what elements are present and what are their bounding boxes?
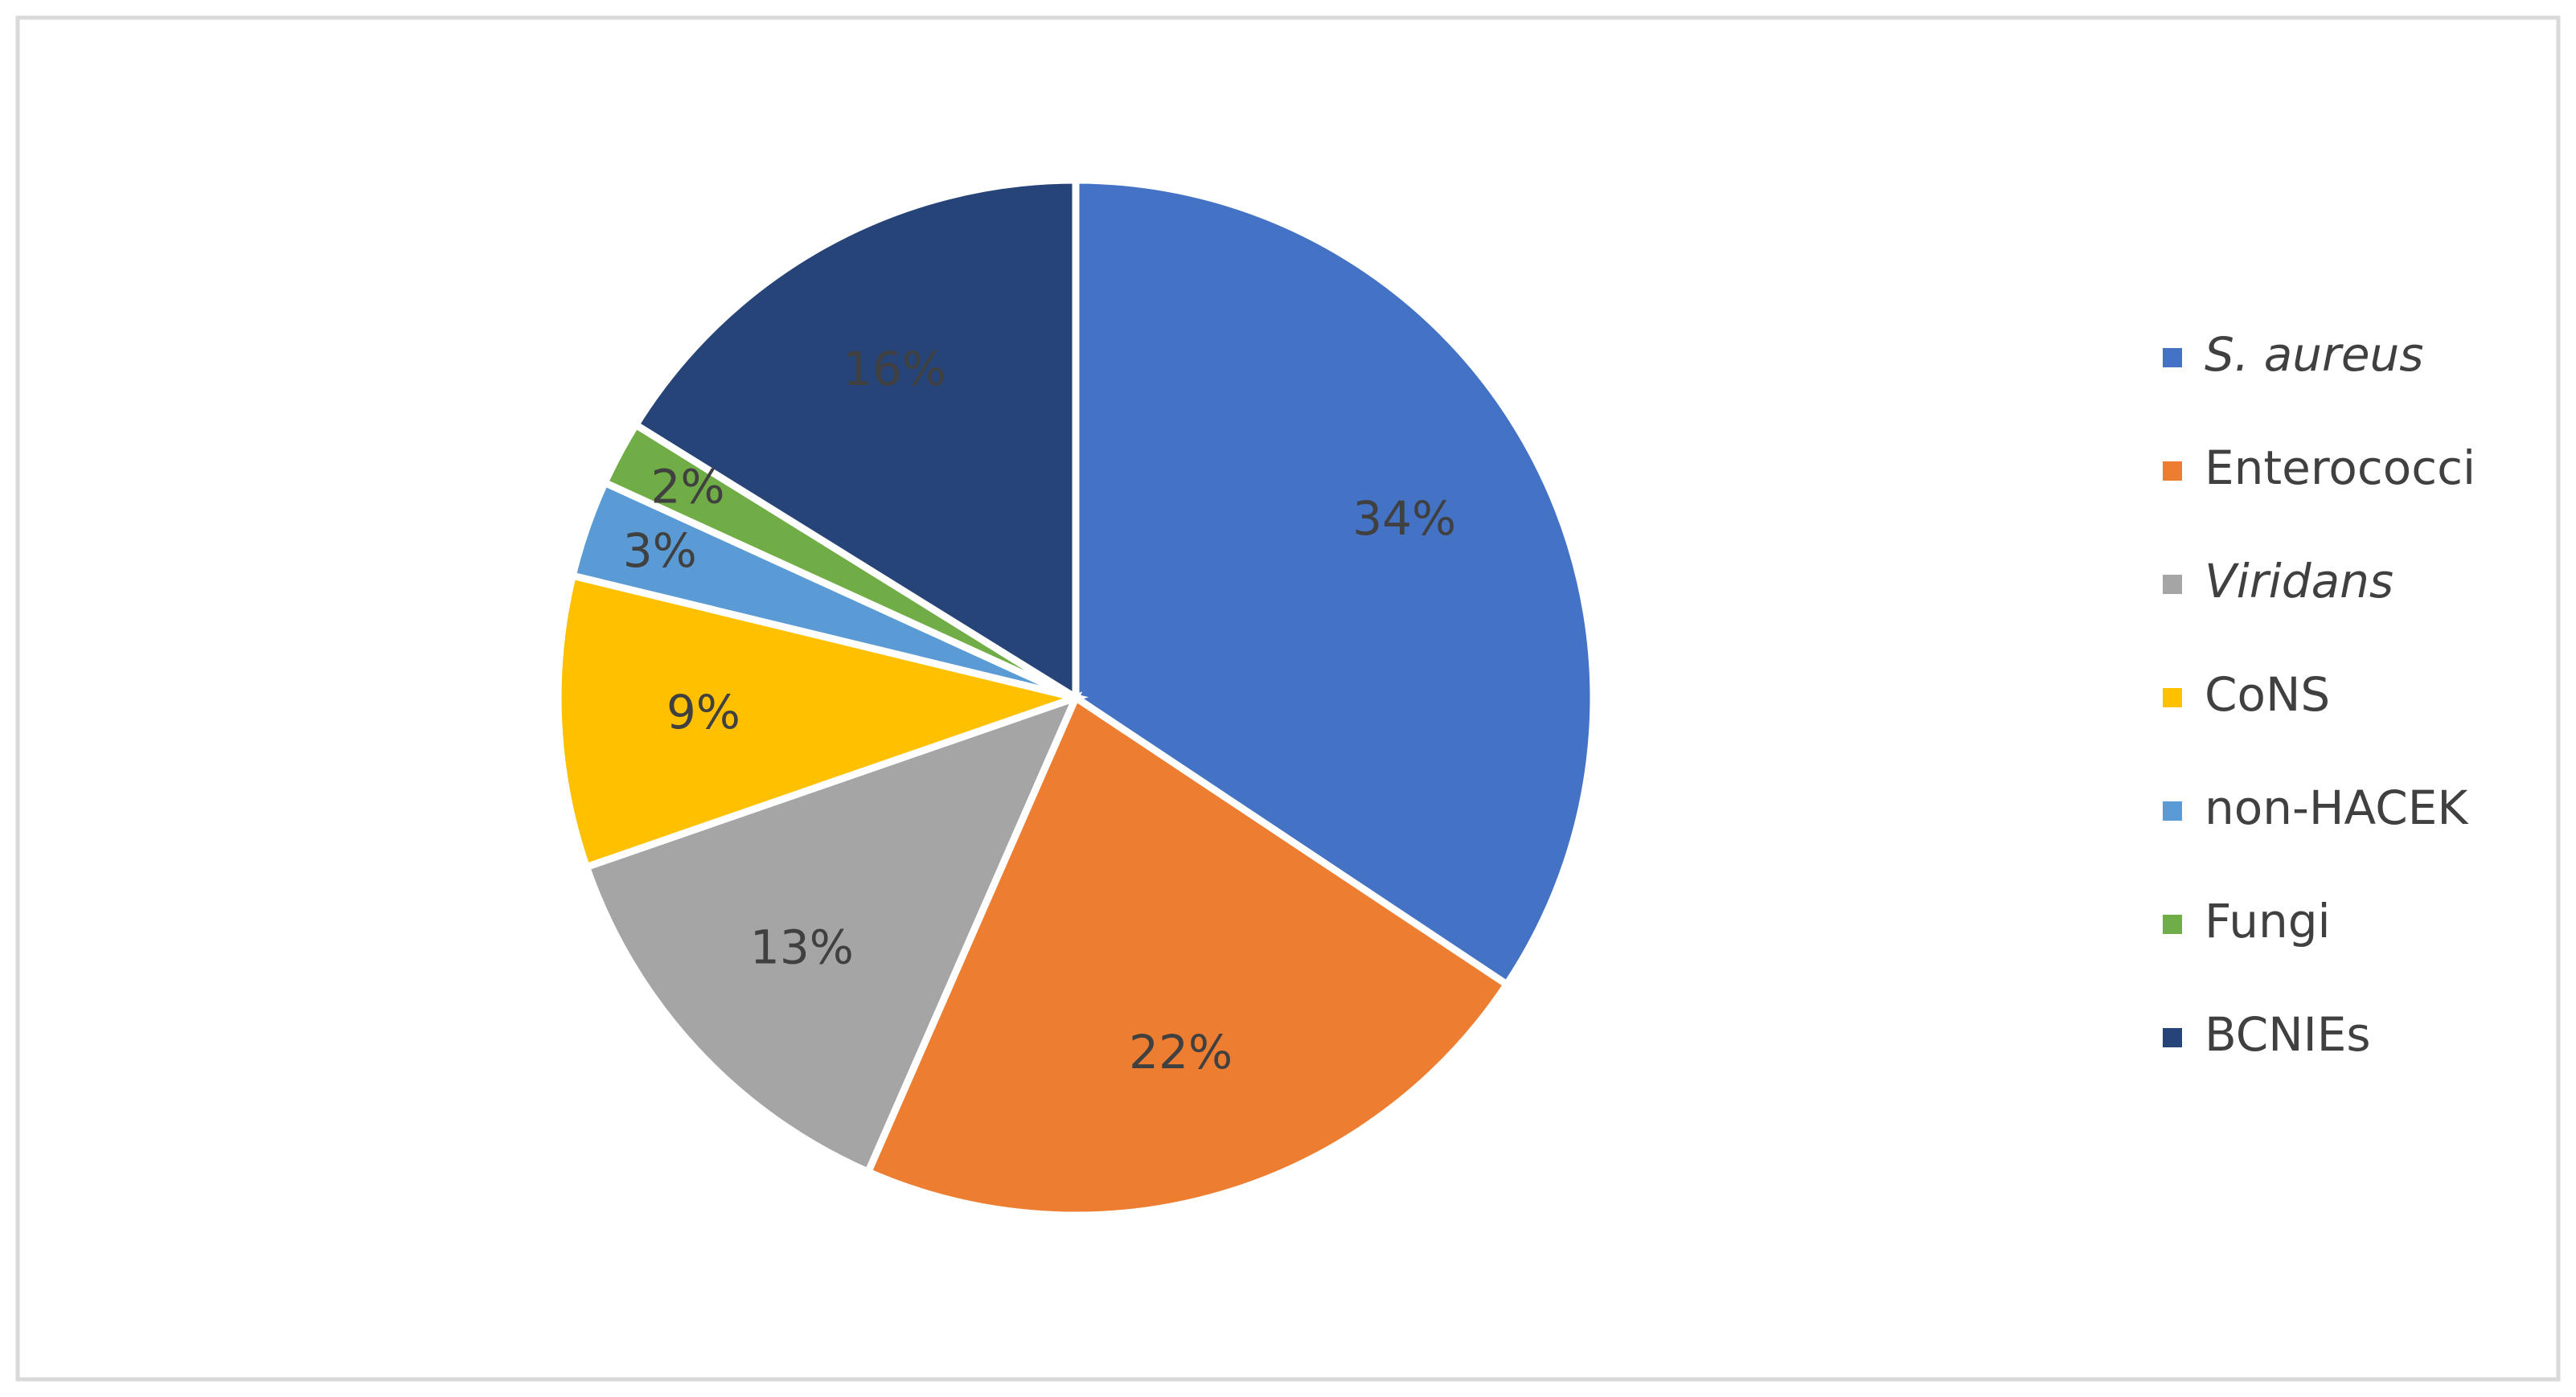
legend-label: Viridans xyxy=(2205,554,2393,608)
legend-label: Enterococci xyxy=(2205,440,2476,495)
pie-slice xyxy=(554,571,1089,872)
data-label: 22% xyxy=(1129,1025,1233,1080)
data-label: 13% xyxy=(750,920,854,975)
legend-label: BCNIEs xyxy=(2205,1007,2371,1062)
pie-slice xyxy=(630,176,1080,705)
legend-label: S. aureus xyxy=(2205,327,2424,382)
data-label: 9% xyxy=(667,685,740,739)
legend-label: non-HACEK xyxy=(2205,780,2469,835)
data-labels: 34% 22% 13% 9% 3% 2% 16% xyxy=(623,342,1456,1080)
pie xyxy=(554,176,1598,1219)
legend-swatch xyxy=(2163,801,2182,821)
legend-swatch xyxy=(2163,915,2182,934)
pie-slice xyxy=(863,692,1512,1219)
data-label: 2% xyxy=(650,460,724,514)
legend-swatch xyxy=(2163,1028,2182,1047)
data-label: 34% xyxy=(1352,491,1456,546)
legend-swatch xyxy=(2163,461,2182,481)
legend-swatch xyxy=(2163,575,2182,594)
legend-swatch xyxy=(2163,688,2182,707)
legend: S. aureus Enterococci Viridans CoNS non-HACE… xyxy=(2163,327,2476,1062)
pie-slice xyxy=(581,691,1083,1177)
data-label: 16% xyxy=(843,342,946,396)
legend-swatch xyxy=(2163,348,2182,367)
legend-label: CoNS xyxy=(2205,667,2330,722)
legend-label: Fungi xyxy=(2205,894,2331,948)
data-label: 3% xyxy=(623,523,697,578)
